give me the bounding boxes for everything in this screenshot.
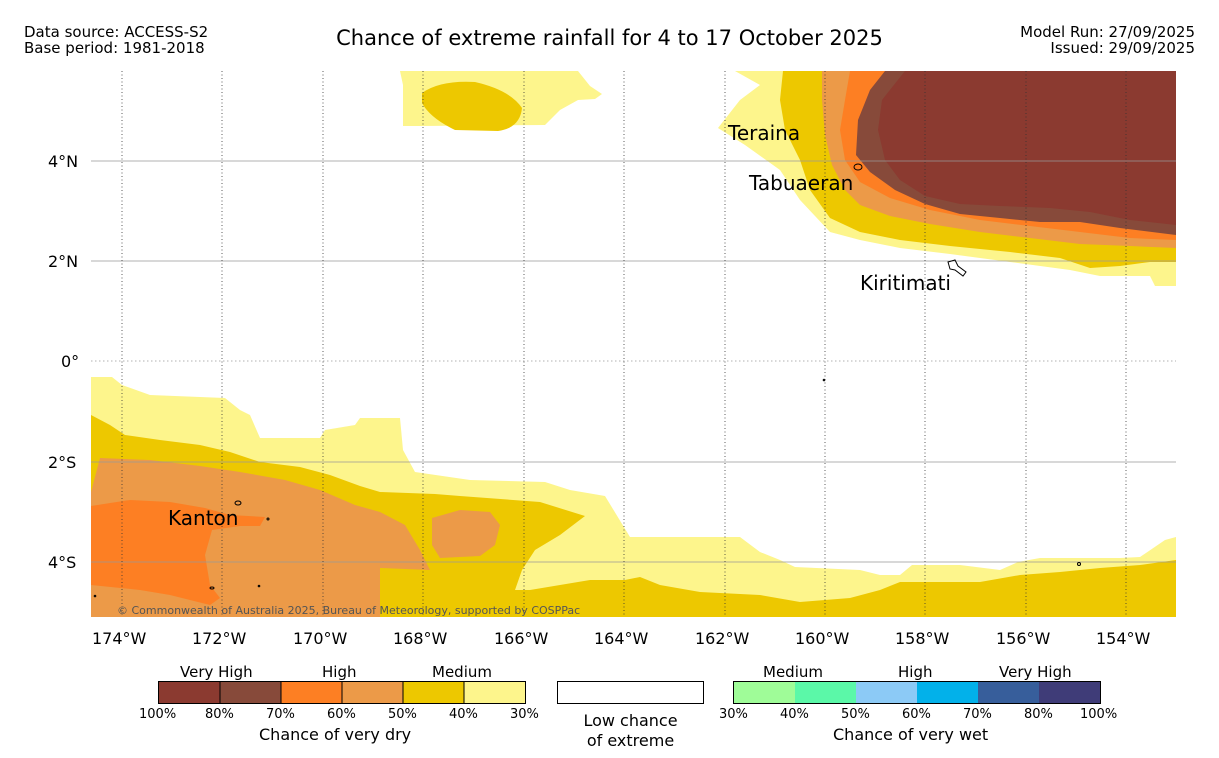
wet-colorbar (733, 681, 1101, 704)
issued-label: Issued: 29/09/2025 (1050, 39, 1195, 57)
wet-heading-very-high: Very High (999, 663, 1072, 681)
dry-tick: 100% (139, 707, 177, 722)
meridians (121, 71, 1127, 617)
lat-tick: 2°N (48, 252, 79, 271)
wet-swatch-60-70 (917, 682, 978, 703)
wet-tick: 80% (1024, 707, 1053, 722)
dry-swatch-50-60 (342, 682, 403, 703)
s-dry-50-60-b (432, 510, 500, 558)
dry-tick: 60% (327, 707, 356, 722)
dry-colorbar (158, 681, 526, 704)
place-label-kiritimati: Kiritimati (860, 271, 951, 295)
dry-heading-medium: Medium (432, 663, 492, 681)
lon-tick: 174°W (92, 629, 147, 648)
dry-swatch-40-50 (403, 682, 464, 703)
map-contours (91, 71, 1176, 617)
wet-heading-high: High (898, 663, 933, 681)
model-run-label: Model Run: 27/09/2025 (1020, 23, 1195, 41)
dry-heading-high: High (322, 663, 357, 681)
place-label-teraina: Teraina (728, 121, 801, 145)
lon-tick: 164°W (594, 629, 649, 648)
lon-tick: 154°W (1096, 629, 1151, 648)
low-chance-swatch (557, 681, 704, 704)
wet-swatch-70-80 (978, 682, 1039, 703)
wet-tick: 30% (719, 707, 748, 722)
islands (93, 163, 1081, 598)
place-label-tabuaeran: Tabuaeran (749, 171, 854, 195)
dry-swatch-70-80 (220, 682, 281, 703)
ne-dry-80-100 (878, 71, 1176, 225)
low-chance-line2: of extreme (586, 731, 675, 750)
lon-tick: 170°W (293, 629, 348, 648)
lon-tick: 156°W (996, 629, 1051, 648)
lon-tick: 160°W (795, 629, 850, 648)
lon-tick: 158°W (895, 629, 950, 648)
s-dry-60-70 (91, 500, 265, 605)
copyright-notice: © Commonwealth of Australia 2025, Bureau… (117, 604, 581, 617)
base-period-label: Base period: 1981-2018 (24, 39, 205, 57)
wet-swatch-80-100 (1039, 682, 1100, 703)
lon-tick: 168°W (393, 629, 448, 648)
kanton-island (234, 500, 242, 506)
lat-tick: 0° (61, 352, 80, 371)
wet-swatch-30-40 (734, 682, 795, 703)
lon-tick: 162°W (695, 629, 750, 648)
dry-heading-very-high: Very High (180, 663, 253, 681)
dry-swatch-80-100 (159, 682, 220, 703)
dry-caption: Chance of very dry (259, 725, 412, 744)
dry-swatch-30-40 (464, 682, 525, 703)
kiritimati-island (947, 259, 967, 277)
wet-swatch-40-50 (795, 682, 856, 703)
lat-tick: 2°S (48, 453, 77, 472)
dry-tick: 80% (205, 707, 234, 722)
grid (91, 160, 1176, 563)
low-chance-line1: Low chance (583, 711, 678, 730)
wet-tick: 100% (1080, 707, 1118, 722)
data-source-label: Data source: ACCESS-S2 (24, 23, 209, 41)
nc-dry-40-50 (422, 81, 522, 131)
wet-swatch-50-60 (856, 682, 917, 703)
wet-tick: 40% (780, 707, 809, 722)
place-label-kanton: Kanton (168, 506, 239, 530)
wet-heading-medium: Medium (763, 663, 823, 681)
dry-tick: 30% (510, 707, 539, 722)
wet-caption: Chance of very wet (833, 725, 989, 744)
tabuaeran-island (853, 163, 863, 171)
dry-tick: 70% (266, 707, 295, 722)
map-title: Chance of extreme rainfall for 4 to 17 O… (336, 26, 883, 50)
dry-swatch-60-70 (281, 682, 342, 703)
wet-tick: 70% (963, 707, 992, 722)
lon-tick: 166°W (494, 629, 549, 648)
wet-tick: 60% (902, 707, 931, 722)
dry-tick: 40% (449, 707, 478, 722)
wet-tick: 50% (841, 707, 870, 722)
lat-tick: 4°S (48, 553, 77, 572)
dry-tick: 50% (388, 707, 417, 722)
lat-tick: 4°N (48, 152, 79, 171)
lon-tick: 172°W (192, 629, 247, 648)
